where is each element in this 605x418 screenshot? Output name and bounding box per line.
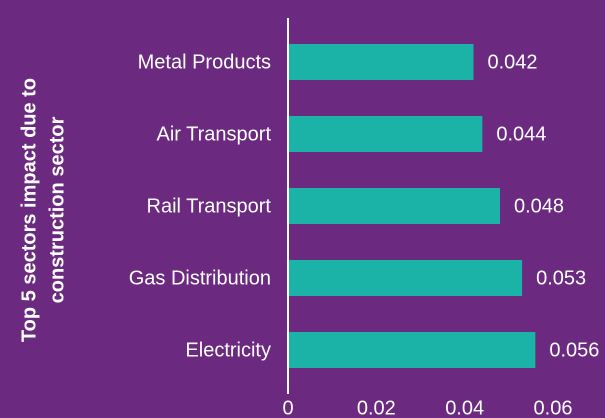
bar (288, 44, 474, 80)
value-label: 0.053 (536, 267, 586, 289)
value-label: 0.042 (488, 51, 538, 73)
bar (288, 332, 536, 368)
y-tick-label: Gas Distribution (129, 267, 271, 289)
value-label: 0.056 (549, 339, 599, 361)
y-axis-label: construction sector (46, 116, 68, 303)
y-tick-label: Electricity (185, 339, 271, 361)
bar (288, 188, 500, 224)
x-tick-label: 0.04 (445, 397, 484, 418)
bar (288, 116, 483, 152)
y-tick-label: Rail Transport (147, 195, 272, 217)
y-axis-label: Top 5 sectors impact due to (18, 78, 40, 342)
y-tick-label: Air Transport (157, 123, 272, 145)
x-tick-label: 0.06 (534, 397, 573, 418)
x-tick-label: 0 (282, 397, 293, 418)
y-tick-label: Metal Products (138, 51, 271, 73)
x-tick-label: 0.02 (357, 397, 396, 418)
bar (288, 260, 523, 296)
value-label: 0.044 (496, 123, 546, 145)
value-label: 0.048 (514, 195, 564, 217)
